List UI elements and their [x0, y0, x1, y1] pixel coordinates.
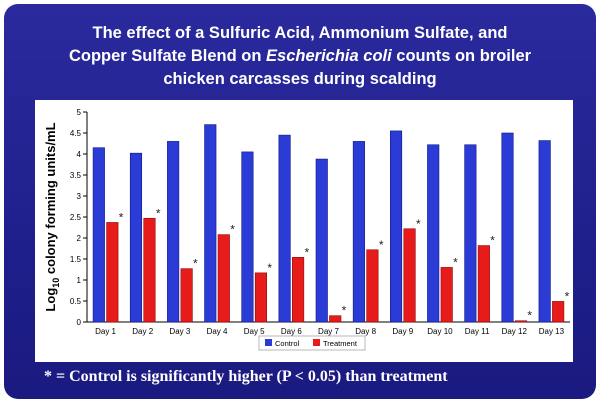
control-bar — [167, 141, 180, 323]
treatment-bar — [329, 315, 342, 323]
significance-marker: * — [156, 206, 161, 220]
title-line-3: chicken carcasses during scalding — [163, 70, 437, 88]
x-tick-label: Day 5 — [244, 327, 265, 336]
control-bar — [538, 140, 551, 323]
legend-label-treatment: Treatment — [323, 339, 358, 348]
y-tick-label: 4 — [77, 150, 82, 159]
treatment-bar — [366, 249, 379, 323]
control-bar — [501, 132, 514, 323]
significance-marker: * — [527, 309, 532, 323]
control-bar — [92, 147, 105, 323]
significance-marker: * — [490, 234, 495, 248]
x-tick-label: Day 9 — [392, 327, 413, 336]
x-tick-label: Day 13 — [539, 327, 565, 336]
control-bar — [352, 141, 365, 323]
x-tick-label: Day 6 — [281, 327, 302, 336]
chart-panel: 0 0.5 1 1.5 2 2.5 3 3.5 4 4.5 5 Log10 colony formin… — [35, 100, 573, 362]
x-tick-label: Day 10 — [427, 327, 453, 336]
significance-marker: * — [119, 210, 124, 224]
treatment-bar — [477, 245, 490, 323]
y-tick-label: 0 — [77, 318, 82, 327]
y-tick-label: 1.5 — [70, 255, 82, 264]
control-bar — [427, 144, 440, 323]
bar-chart: 0 0.5 1 1.5 2 2.5 3 3.5 4 4.5 5 Log10 colony formin… — [43, 108, 570, 351]
legend-swatch-treatment — [313, 339, 320, 346]
y-tick-label: 5 — [77, 108, 82, 117]
title-line-2-post: counts on broiler — [391, 47, 532, 65]
y-tick-label: 2.5 — [70, 213, 82, 222]
treatment-bar — [254, 272, 267, 323]
control-bar — [315, 158, 328, 323]
x-tick-label: Day 11 — [465, 327, 490, 336]
y-tick-label: 3 — [77, 192, 82, 201]
significance-marker: * — [453, 255, 458, 269]
x-tick-label: Day 7 — [318, 327, 339, 336]
legend-box — [258, 335, 366, 351]
y-tick-label: 0.5 — [70, 297, 82, 306]
x-tick-label: Day 12 — [502, 327, 528, 336]
control-bar — [241, 151, 254, 323]
treatment-bar — [217, 234, 230, 323]
x-tick-label: Day 2 — [132, 327, 153, 336]
control-bar — [278, 134, 291, 323]
control-bar — [464, 144, 477, 323]
control-bar — [390, 130, 403, 323]
significance-marker: * — [193, 257, 198, 271]
significance-marker: * — [565, 289, 570, 303]
significance-marker: * — [267, 261, 272, 275]
treatment-bar — [403, 228, 416, 323]
legend-label-control: Control — [275, 339, 300, 348]
treatment-bar — [514, 320, 528, 323]
y-axis-label: Log10 colony forming units/mL — [43, 122, 61, 311]
slide-background: The effect of a Sulfuric Acid, Ammonium … — [4, 4, 596, 399]
treatment-bar — [106, 222, 119, 323]
x-tick-label: Day 3 — [169, 327, 190, 336]
title-line-2-pre: Copper Sulfate Blend on — [68, 47, 267, 65]
slide-title: The effect of a Sulfuric Acid, Ammonium … — [24, 22, 576, 91]
treatment-bar — [292, 257, 305, 323]
significance-marker: * — [379, 238, 384, 252]
y-tick-label: 2 — [77, 234, 82, 243]
title-organism: Escherichia coli — [266, 47, 392, 65]
x-tick-label: Day 1 — [95, 327, 116, 336]
control-bar — [204, 124, 217, 323]
x-tick-label: Day 4 — [207, 327, 228, 336]
control-bar — [129, 152, 143, 323]
legend-swatch-control — [265, 339, 272, 346]
significance-footnote: * = Control is significantly higher (P <… — [44, 368, 448, 385]
y-tick-label: 1 — [77, 276, 82, 285]
treatment-bar — [143, 217, 156, 323]
x-tick-label: Day 8 — [355, 327, 376, 336]
significance-marker: * — [305, 245, 310, 259]
significance-marker: * — [342, 304, 347, 318]
y-tick-label: 3.5 — [70, 171, 82, 180]
treatment-bar — [552, 301, 565, 323]
y-tick-label: 4.5 — [70, 129, 82, 138]
treatment-bar — [180, 268, 193, 323]
significance-marker: * — [230, 223, 235, 237]
significance-marker: * — [416, 217, 421, 231]
title-line-1: The effect of a Sulfuric Acid, Ammonium … — [92, 24, 508, 42]
title-line-2: Copper Sulfate Blend on Escherichia coli… — [24, 45, 576, 68]
treatment-bar — [440, 267, 453, 323]
